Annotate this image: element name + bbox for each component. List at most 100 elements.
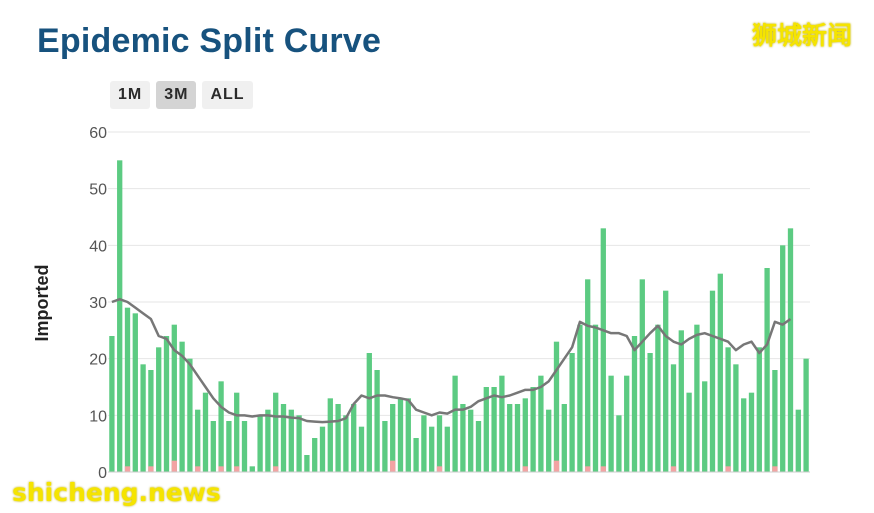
imported-bar[interactable]: [787, 228, 794, 472]
secondary-bar[interactable]: [390, 460, 396, 472]
imported-bar[interactable]: [460, 404, 466, 472]
imported-bar[interactable]: [351, 404, 357, 472]
imported-bar[interactable]: [413, 438, 419, 472]
imported-bar[interactable]: [327, 398, 333, 472]
imported-bar[interactable]: [241, 421, 248, 472]
imported-bar[interactable]: [226, 421, 232, 472]
imported-bar[interactable]: [663, 290, 669, 472]
imported-bar[interactable]: [429, 426, 435, 472]
imported-bar[interactable]: [483, 387, 489, 472]
imported-bar[interactable]: [553, 341, 560, 472]
secondary-bar[interactable]: [553, 460, 560, 472]
imported-bar[interactable]: [475, 421, 482, 472]
imported-bar[interactable]: [507, 404, 513, 472]
imported-bar[interactable]: [725, 347, 731, 472]
imported-bar[interactable]: [257, 415, 263, 472]
imported-bar[interactable]: [694, 324, 700, 472]
imported-bar[interactable]: [374, 370, 380, 472]
secondary-bar[interactable]: [171, 460, 177, 472]
imported-bar[interactable]: [358, 426, 365, 472]
imported-bar[interactable]: [764, 268, 770, 472]
secondary-bar[interactable]: [600, 466, 606, 472]
imported-bar[interactable]: [803, 358, 809, 472]
imported-bar[interactable]: [780, 245, 786, 472]
imported-bar[interactable]: [132, 313, 138, 472]
imported-bar[interactable]: [280, 404, 287, 472]
imported-bar[interactable]: [109, 336, 115, 472]
imported-bar[interactable]: [772, 370, 778, 472]
imported-bar[interactable]: [647, 353, 653, 472]
imported-bar[interactable]: [397, 398, 404, 472]
imported-bar[interactable]: [195, 409, 201, 472]
secondary-bar[interactable]: [273, 466, 279, 472]
imported-bar[interactable]: [382, 421, 388, 472]
imported-bar[interactable]: [210, 421, 216, 472]
imported-bar[interactable]: [756, 347, 762, 472]
secondary-bar[interactable]: [522, 466, 528, 472]
imported-bar[interactable]: [561, 404, 567, 472]
imported-bar[interactable]: [452, 375, 458, 472]
imported-bar[interactable]: [522, 398, 528, 472]
imported-bar[interactable]: [296, 415, 302, 472]
imported-bar[interactable]: [405, 398, 411, 472]
imported-bar[interactable]: [202, 392, 209, 472]
imported-bar[interactable]: [304, 455, 310, 472]
imported-bar[interactable]: [670, 364, 677, 472]
secondary-bar[interactable]: [195, 466, 201, 472]
imported-bar[interactable]: [546, 409, 552, 472]
imported-bar[interactable]: [709, 290, 716, 472]
imported-bar[interactable]: [624, 375, 630, 472]
imported-bar[interactable]: [655, 324, 661, 472]
imported-bar[interactable]: [499, 375, 505, 472]
imported-bar[interactable]: [444, 426, 450, 472]
imported-bar[interactable]: [717, 273, 723, 472]
range-button-3m[interactable]: 3M: [156, 81, 197, 109]
imported-bar[interactable]: [748, 392, 755, 472]
imported-bar[interactable]: [312, 438, 318, 472]
imported-bar[interactable]: [179, 341, 185, 472]
imported-bar[interactable]: [639, 279, 645, 472]
secondary-bar[interactable]: [234, 466, 240, 472]
secondary-bar[interactable]: [436, 466, 443, 472]
imported-bar[interactable]: [436, 415, 443, 472]
imported-bar[interactable]: [343, 415, 349, 472]
imported-bar[interactable]: [171, 324, 177, 472]
imported-bar[interactable]: [124, 307, 131, 472]
imported-bar[interactable]: [319, 426, 326, 472]
imported-bar[interactable]: [288, 409, 294, 472]
range-button-all[interactable]: ALL: [202, 81, 253, 109]
secondary-bar[interactable]: [772, 466, 778, 472]
imported-bar[interactable]: [702, 381, 708, 472]
imported-bar[interactable]: [187, 358, 193, 472]
imported-bar[interactable]: [616, 415, 622, 472]
imported-bar[interactable]: [741, 398, 747, 472]
secondary-bar[interactable]: [218, 466, 224, 472]
imported-bar[interactable]: [600, 228, 606, 472]
range-button-1m[interactable]: 1M: [110, 81, 151, 109]
secondary-bar[interactable]: [585, 466, 591, 472]
imported-bar[interactable]: [156, 347, 162, 472]
imported-bar[interactable]: [592, 324, 599, 472]
imported-bar[interactable]: [234, 392, 240, 472]
imported-bar[interactable]: [366, 353, 372, 472]
secondary-bar[interactable]: [124, 466, 131, 472]
imported-bar[interactable]: [163, 336, 170, 472]
imported-bar[interactable]: [390, 404, 396, 472]
secondary-bar[interactable]: [725, 466, 731, 472]
imported-bar[interactable]: [273, 392, 279, 472]
imported-bar[interactable]: [148, 370, 154, 472]
imported-bar[interactable]: [491, 387, 497, 472]
imported-bar[interactable]: [468, 409, 474, 472]
imported-bar[interactable]: [538, 375, 544, 472]
secondary-bar[interactable]: [148, 466, 154, 472]
secondary-bar[interactable]: [670, 466, 677, 472]
imported-bar[interactable]: [335, 404, 341, 472]
imported-bar[interactable]: [678, 330, 684, 472]
imported-bar[interactable]: [631, 336, 638, 472]
imported-bar[interactable]: [421, 415, 427, 472]
imported-bar[interactable]: [569, 353, 575, 472]
imported-bar[interactable]: [585, 279, 591, 472]
imported-bar[interactable]: [514, 404, 521, 472]
imported-bar[interactable]: [795, 409, 801, 472]
imported-bar[interactable]: [530, 387, 536, 472]
